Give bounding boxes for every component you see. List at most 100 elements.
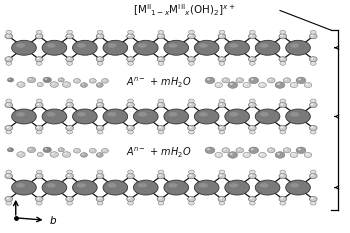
Circle shape	[36, 170, 42, 174]
Circle shape	[6, 62, 12, 65]
Circle shape	[310, 62, 316, 65]
Circle shape	[157, 34, 165, 39]
Circle shape	[67, 103, 70, 105]
Circle shape	[5, 57, 13, 62]
Text: A$^{n-}$ + $m$H$_2$O: A$^{n-}$ + $m$H$_2$O	[126, 76, 192, 90]
Circle shape	[5, 196, 13, 202]
Circle shape	[285, 149, 287, 150]
Ellipse shape	[255, 109, 280, 124]
Circle shape	[50, 82, 58, 87]
Circle shape	[19, 153, 21, 154]
Ellipse shape	[103, 109, 128, 124]
Circle shape	[158, 170, 164, 174]
Circle shape	[96, 34, 104, 39]
Circle shape	[207, 148, 210, 150]
Circle shape	[128, 34, 131, 36]
Circle shape	[98, 154, 100, 155]
Circle shape	[260, 153, 262, 155]
Circle shape	[189, 130, 194, 134]
Ellipse shape	[290, 183, 299, 188]
Circle shape	[98, 174, 100, 176]
Circle shape	[159, 174, 161, 176]
Circle shape	[157, 103, 165, 108]
Circle shape	[215, 82, 223, 88]
Circle shape	[127, 57, 134, 62]
Circle shape	[9, 79, 10, 80]
Circle shape	[96, 103, 104, 108]
Circle shape	[280, 126, 283, 128]
Circle shape	[244, 153, 247, 155]
Ellipse shape	[72, 40, 97, 55]
Ellipse shape	[103, 40, 128, 55]
Circle shape	[6, 126, 9, 128]
Circle shape	[58, 148, 64, 152]
Circle shape	[158, 30, 164, 34]
Circle shape	[250, 103, 253, 105]
Circle shape	[222, 78, 230, 83]
Circle shape	[97, 99, 103, 103]
Ellipse shape	[225, 180, 250, 195]
Circle shape	[5, 103, 13, 108]
Circle shape	[292, 153, 294, 155]
Circle shape	[277, 153, 280, 155]
Ellipse shape	[194, 180, 219, 195]
Circle shape	[96, 57, 104, 62]
Ellipse shape	[47, 43, 56, 48]
Circle shape	[296, 147, 306, 154]
Ellipse shape	[194, 109, 219, 124]
Circle shape	[158, 99, 164, 103]
Circle shape	[5, 174, 13, 179]
Circle shape	[103, 149, 105, 151]
Circle shape	[66, 34, 74, 39]
Circle shape	[52, 153, 54, 154]
Circle shape	[188, 103, 195, 108]
Circle shape	[158, 130, 164, 134]
Ellipse shape	[255, 180, 280, 195]
Circle shape	[35, 103, 43, 108]
Circle shape	[219, 197, 222, 199]
Text: [M$^{\rm II}$$_{1-x}$M$^{\rm III}$$_{x}$(OH)$_2$]$^{x+}$: [M$^{\rm II}$$_{1-x}$M$^{\rm III}$$_{x}$…	[133, 3, 236, 18]
Circle shape	[189, 126, 192, 128]
Circle shape	[6, 170, 12, 174]
Circle shape	[311, 197, 314, 199]
Circle shape	[27, 77, 36, 83]
Circle shape	[66, 57, 74, 62]
Circle shape	[309, 174, 317, 179]
Circle shape	[75, 149, 77, 151]
Circle shape	[219, 130, 225, 134]
Circle shape	[66, 196, 74, 202]
Circle shape	[96, 174, 104, 179]
Circle shape	[127, 103, 134, 108]
Circle shape	[189, 99, 194, 103]
Circle shape	[37, 34, 40, 36]
Circle shape	[188, 196, 195, 202]
Circle shape	[207, 79, 210, 80]
Circle shape	[279, 103, 287, 108]
Circle shape	[27, 147, 36, 153]
Circle shape	[60, 79, 61, 80]
Circle shape	[248, 103, 256, 108]
Circle shape	[67, 126, 70, 128]
Ellipse shape	[133, 40, 158, 55]
Circle shape	[189, 103, 192, 105]
Text: A$^{n-}$ + $m$H$_2$O: A$^{n-}$ + $m$H$_2$O	[126, 146, 192, 160]
Ellipse shape	[42, 180, 67, 195]
Ellipse shape	[199, 112, 208, 116]
Ellipse shape	[164, 40, 189, 55]
Ellipse shape	[138, 112, 147, 116]
Ellipse shape	[72, 109, 97, 124]
Circle shape	[228, 82, 238, 88]
Text: b: b	[50, 216, 56, 226]
Circle shape	[52, 83, 54, 85]
Circle shape	[259, 152, 266, 158]
Circle shape	[159, 197, 161, 199]
Circle shape	[91, 79, 93, 81]
Circle shape	[249, 147, 259, 154]
Circle shape	[60, 149, 61, 150]
Circle shape	[43, 77, 51, 83]
Circle shape	[6, 99, 12, 103]
Circle shape	[45, 148, 47, 150]
Circle shape	[290, 152, 298, 158]
Circle shape	[67, 62, 72, 65]
Circle shape	[37, 103, 40, 105]
